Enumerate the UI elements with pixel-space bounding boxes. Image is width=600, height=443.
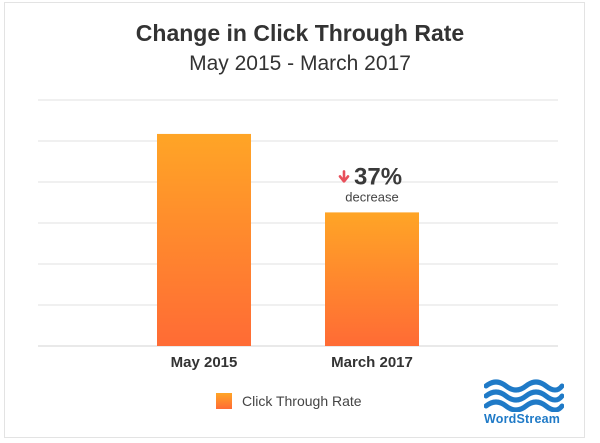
chart-title: Change in Click Through Rate xyxy=(135,20,465,46)
legend-label: Click Through Rate xyxy=(242,393,362,409)
chart-subtitle: May 2015 - March 2017 xyxy=(189,52,411,75)
logo-text: WordStream xyxy=(484,412,561,426)
wordstream-logo: WordStream xyxy=(483,378,565,426)
x-tick-label: May 2015 xyxy=(171,354,238,371)
chart-frame xyxy=(4,2,585,438)
annotation-value: 37% xyxy=(354,163,402,190)
legend-swatch xyxy=(216,393,232,409)
bar xyxy=(325,212,419,346)
bar xyxy=(157,133,251,346)
arrow-down-icon xyxy=(338,170,350,183)
legend: Click Through Rate xyxy=(216,393,362,409)
waves-logo-icon xyxy=(483,379,565,413)
annotation-text: decrease xyxy=(345,189,398,204)
x-tick-label: March 2017 xyxy=(331,354,413,371)
